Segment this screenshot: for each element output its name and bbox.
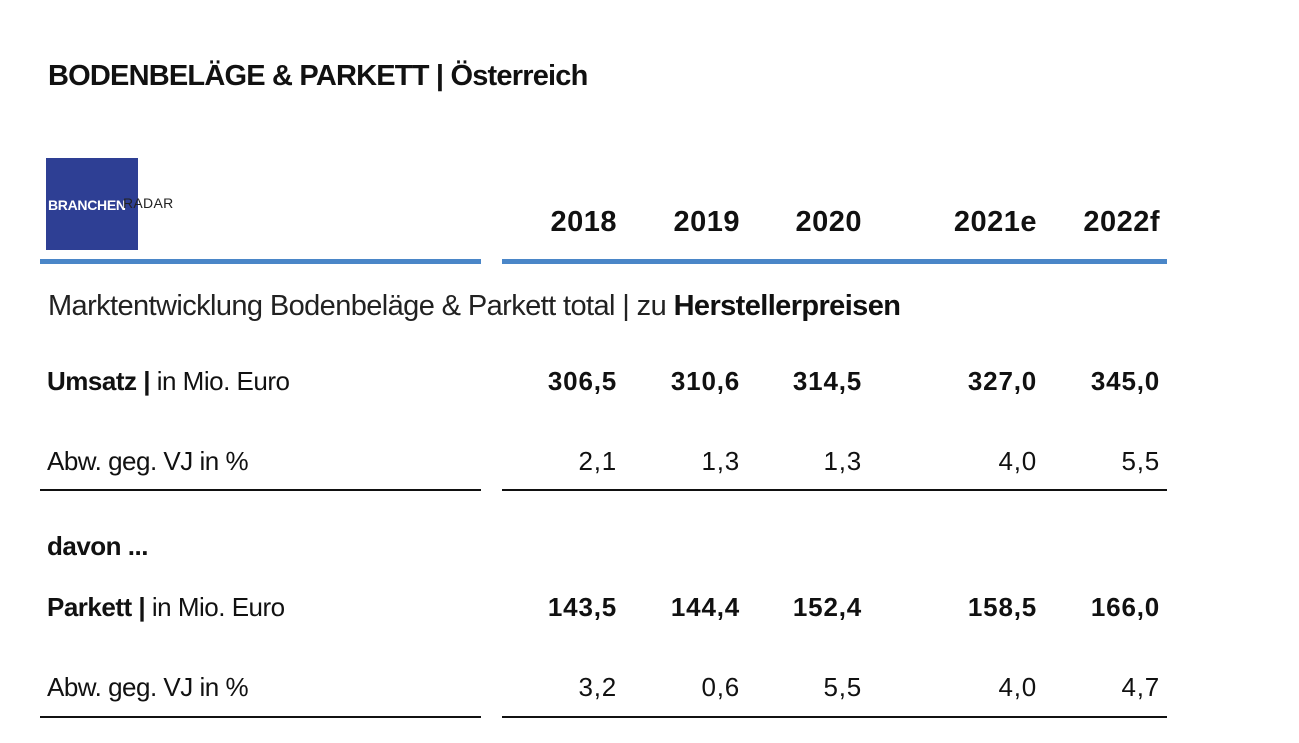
row-name: Abw. geg. VJ in % bbox=[47, 446, 249, 476]
row-label: Abw. geg. VJ in % bbox=[47, 672, 249, 702]
cell: 1,3 bbox=[823, 446, 862, 476]
row-label: Abw. geg. VJ in % bbox=[47, 446, 249, 476]
column-header: 2019 bbox=[673, 206, 740, 238]
section-emphasis: Herstellerpreisen bbox=[673, 290, 901, 322]
row-rule bbox=[502, 489, 1167, 491]
cell: 143,5 bbox=[547, 592, 617, 622]
cell: 3,2 bbox=[578, 672, 617, 702]
cell: 0,6 bbox=[701, 672, 740, 702]
cell: 327,0 bbox=[967, 366, 1037, 396]
row-name: Umsatz | bbox=[47, 366, 150, 396]
row-label: davon ... bbox=[47, 533, 148, 559]
row-name: Abw. geg. VJ in % bbox=[47, 672, 249, 702]
cell: 314,5 bbox=[792, 366, 862, 396]
cell: 4,0 bbox=[998, 672, 1037, 702]
row-name: Parkett | bbox=[47, 592, 146, 622]
column-header: 2020 bbox=[795, 206, 862, 238]
header-rule bbox=[502, 259, 1167, 264]
column-header: 2021e bbox=[953, 206, 1037, 238]
column-header: 2022f bbox=[1083, 206, 1160, 238]
section-text: Marktentwicklung Bodenbeläge & Parkett t… bbox=[48, 290, 667, 322]
cell: 4,7 bbox=[1121, 672, 1160, 702]
row-rule bbox=[40, 716, 481, 718]
cell: 1,3 bbox=[701, 446, 740, 476]
row-label: Umsatz | in Mio. Euro bbox=[47, 366, 290, 396]
row-name: davon ... bbox=[47, 531, 148, 561]
row-rule bbox=[502, 716, 1167, 718]
cell: 144,4 bbox=[670, 592, 740, 622]
header-rule bbox=[40, 259, 481, 264]
cell: 152,4 bbox=[792, 592, 862, 622]
section-heading: Marktentwicklung Bodenbeläge & Parkett t… bbox=[48, 290, 901, 322]
logo bbox=[46, 158, 138, 250]
cell: 310,6 bbox=[670, 366, 740, 396]
cell: 345,0 bbox=[1090, 366, 1160, 396]
cell: 5,5 bbox=[1121, 446, 1160, 476]
row-rule bbox=[40, 489, 481, 491]
cell: 2,1 bbox=[578, 446, 617, 476]
logo-text: BRANCHEN bbox=[48, 197, 126, 213]
cell: 306,5 bbox=[547, 366, 617, 396]
logo-text: RADAR bbox=[123, 195, 174, 211]
cell: 5,5 bbox=[823, 672, 862, 702]
row-unit: in Mio. Euro bbox=[156, 366, 290, 396]
row-unit: in Mio. Euro bbox=[151, 592, 285, 622]
column-header: 2018 bbox=[550, 206, 617, 238]
cell: 4,0 bbox=[998, 446, 1037, 476]
cell: 166,0 bbox=[1090, 592, 1160, 622]
title: BODENBELÄGE & PARKETT | Österreich bbox=[48, 60, 588, 92]
row-label: Parkett | in Mio. Euro bbox=[47, 594, 285, 620]
cell: 158,5 bbox=[967, 592, 1037, 622]
